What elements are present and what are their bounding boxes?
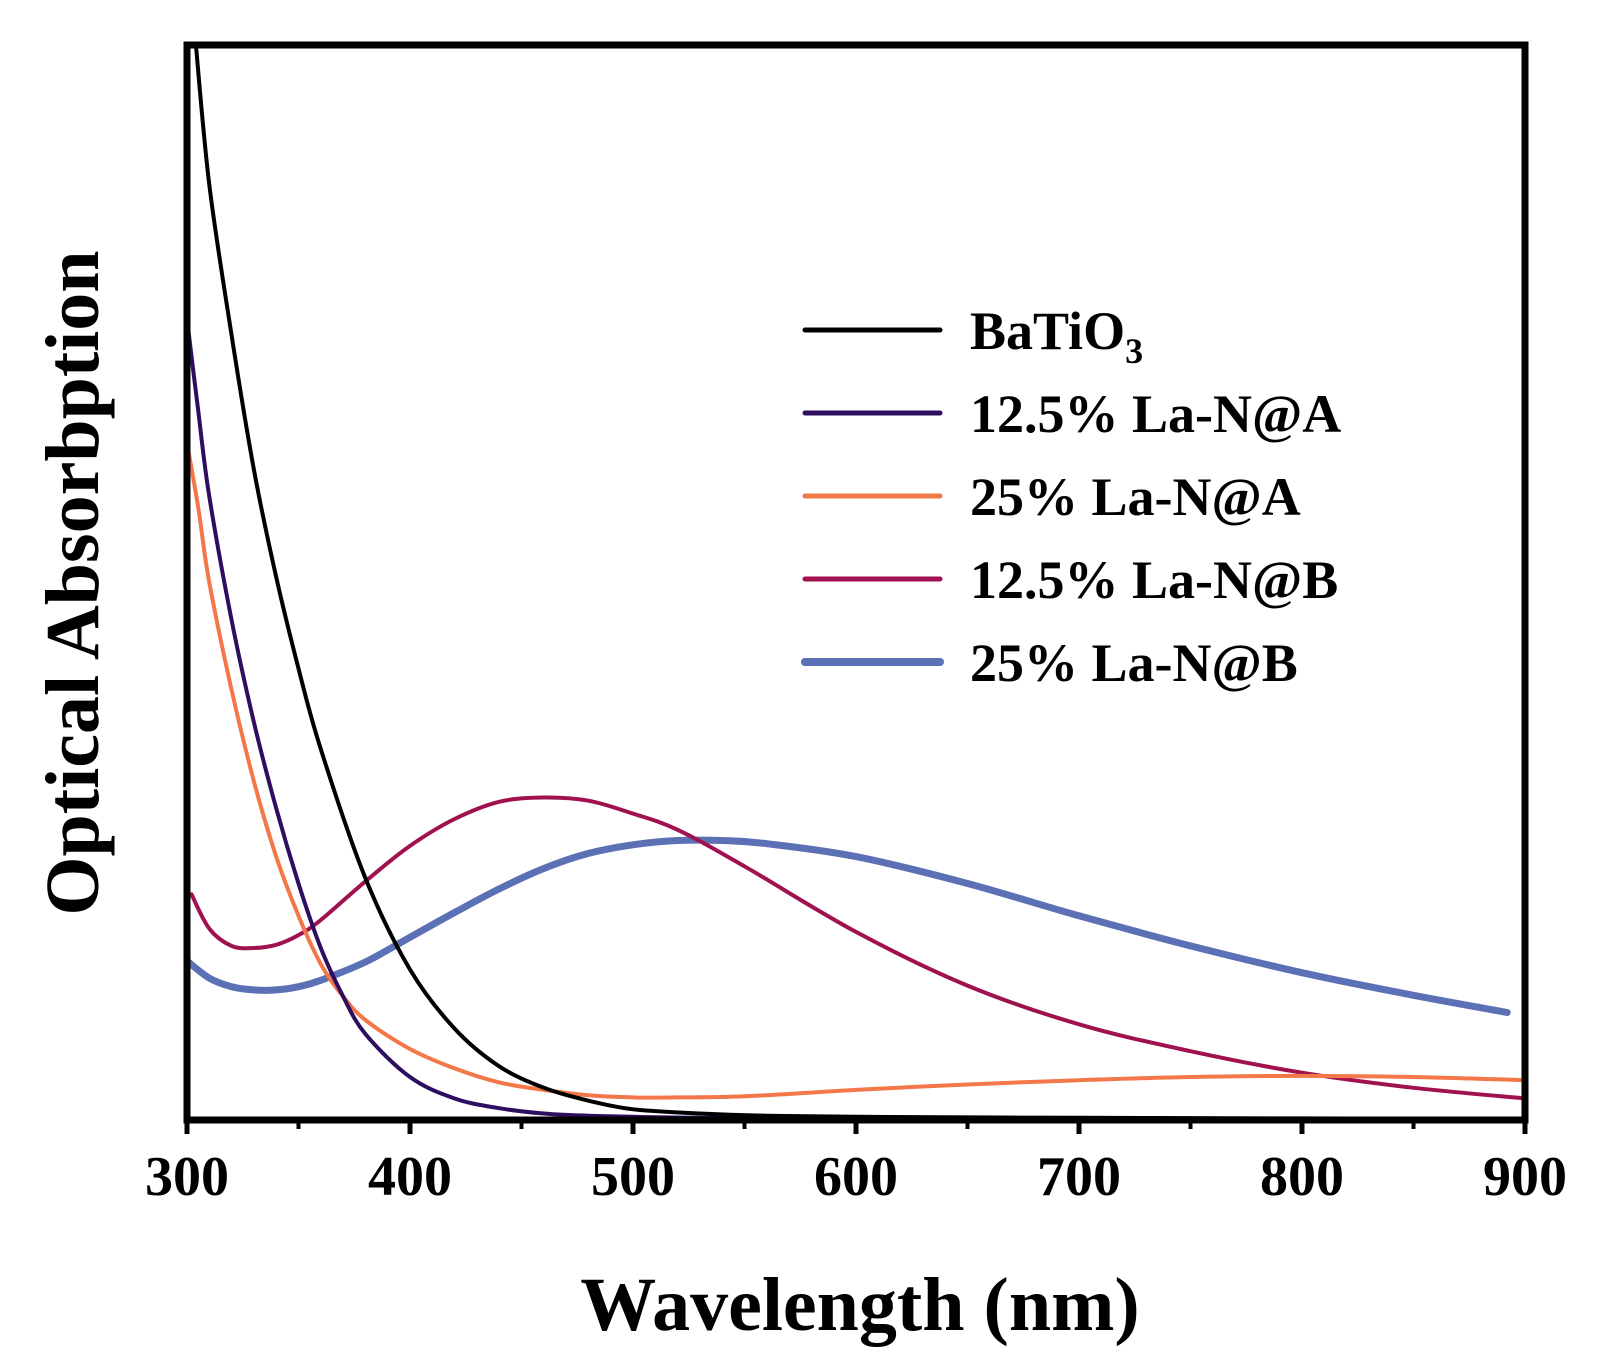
legend-label-1: BaTiO3: [970, 301, 1143, 371]
x-axis-title: Wavelength (nm): [580, 1263, 1139, 1347]
series-line-3: [185, 440, 1527, 1100]
x-tick-label: 600: [814, 1146, 898, 1208]
x-axis-ticks: [184, 1120, 1528, 1134]
x-axis-tick-labels: 300 400 500 600 700 800 900: [145, 1146, 1567, 1208]
legend: BaTiO3 12.5% La-N@A 25% La-N@A 12.5% La-N@B…: [801, 301, 1341, 693]
x-tick-label: 500: [591, 1146, 675, 1208]
x-tick-label: 300: [145, 1146, 229, 1208]
legend-label-2: 12.5% La-N@A: [970, 384, 1341, 444]
x-tick-label: 700: [1037, 1146, 1121, 1208]
x-tick-label: 800: [1260, 1146, 1344, 1208]
legend-label-5: 25% La-N@B: [970, 633, 1298, 693]
y-axis-title: Optical Absorbption: [31, 250, 115, 915]
legend-label-3: 25% La-N@A: [970, 467, 1301, 527]
x-tick-label: 900: [1483, 1146, 1567, 1208]
legend-label-4: 12.5% La-N@B: [970, 550, 1338, 610]
x-tick-label: 400: [368, 1146, 452, 1208]
series-line-4: [189, 795, 1527, 1101]
series-line-5: [183, 836, 1511, 1016]
